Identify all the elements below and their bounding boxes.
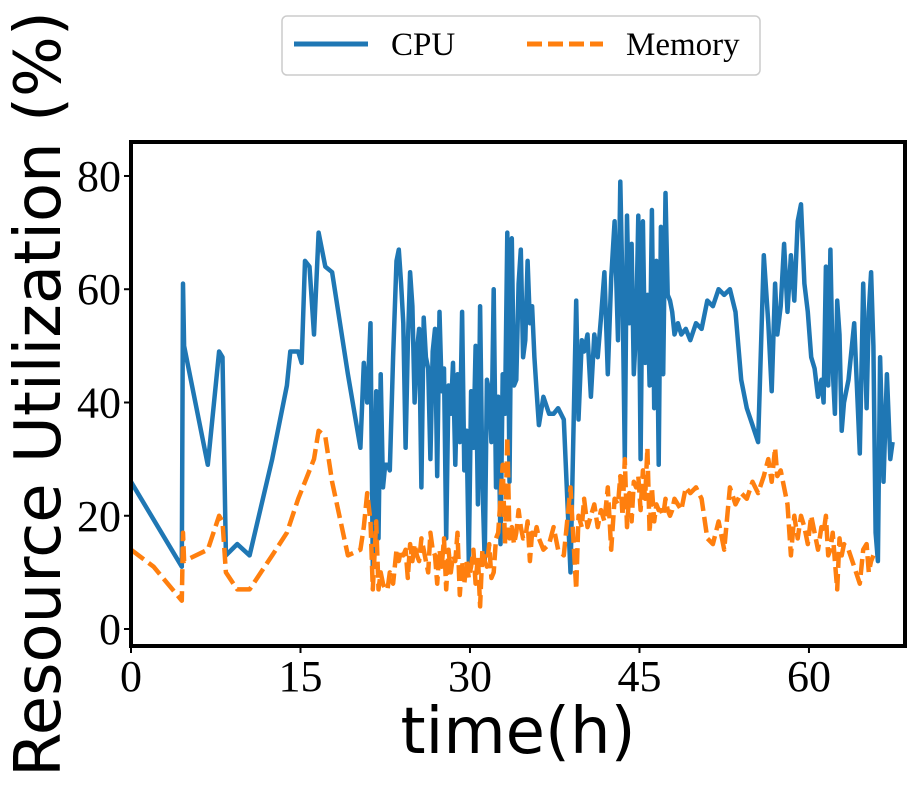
x-axis-title: time(h) bbox=[400, 695, 635, 769]
x-tick-label: 45 bbox=[617, 652, 661, 701]
series-lines bbox=[131, 179, 895, 609]
series-line-cpu bbox=[131, 179, 895, 575]
y-tick-label: 0 bbox=[99, 605, 121, 654]
y-tick-label: 40 bbox=[77, 378, 121, 427]
legend-label-memory: Memory bbox=[626, 27, 740, 63]
x-tick-label: 30 bbox=[448, 652, 492, 701]
legend-box bbox=[281, 15, 761, 76]
y-tick-label: 80 bbox=[77, 152, 121, 201]
legend-label-cpu: CPU bbox=[391, 27, 455, 63]
x-tick-label: 15 bbox=[278, 652, 322, 701]
y-tick-label: 20 bbox=[77, 492, 121, 541]
x-tick-label: 0 bbox=[120, 652, 142, 701]
legend: CPU Memory bbox=[281, 15, 761, 76]
series-line-memory bbox=[131, 428, 876, 609]
y-axis-title: Resource Utilization (%) bbox=[2, 11, 76, 777]
x-axis-ticks: 0 15 30 45 60 bbox=[120, 646, 831, 701]
plot-frame bbox=[129, 140, 907, 648]
x-tick-label: 60 bbox=[787, 652, 831, 701]
y-tick-label: 60 bbox=[77, 265, 121, 314]
y-axis-ticks: 0 20 40 60 80 bbox=[77, 152, 131, 654]
